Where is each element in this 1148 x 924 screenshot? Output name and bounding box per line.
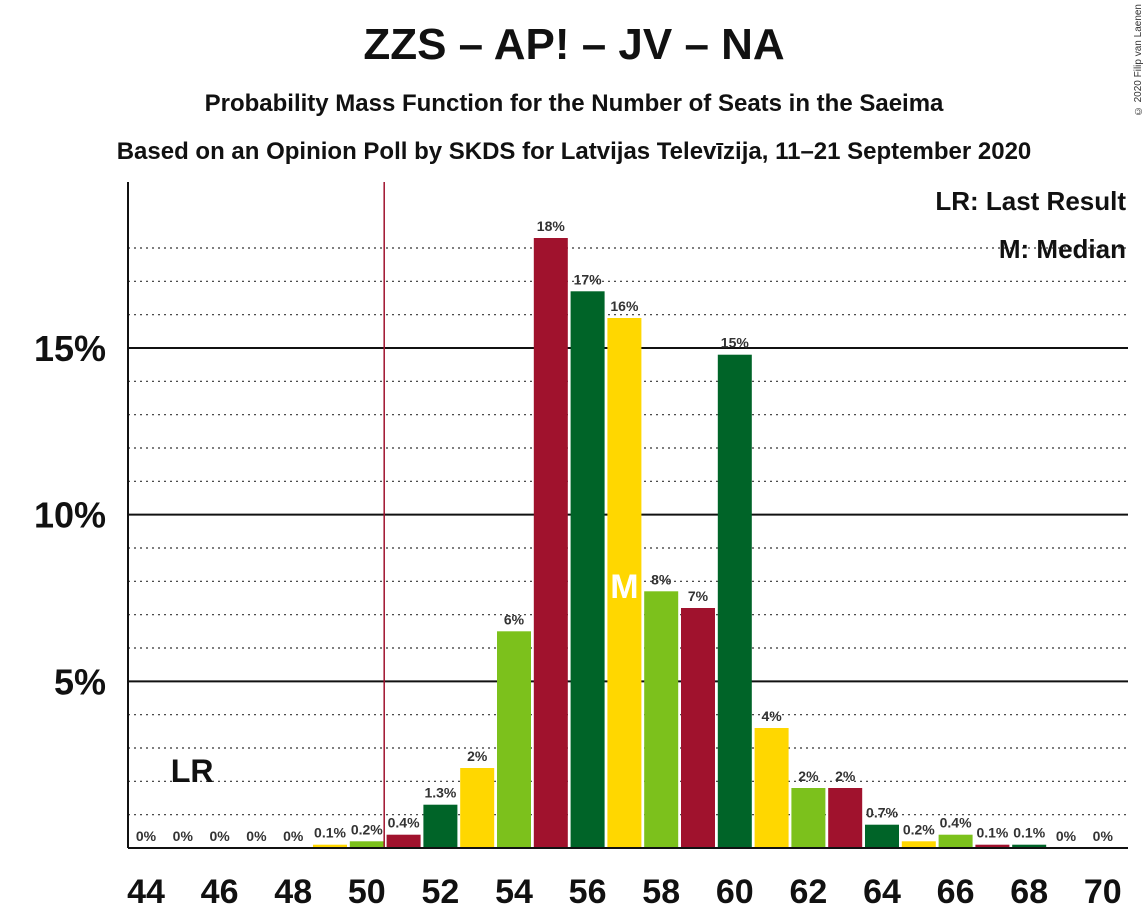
bar-seat-58 — [644, 591, 679, 848]
bar-seat-65 — [901, 841, 936, 848]
axes: LR M 5% 10% 15% 44 46 48 50 52 54 56 58 60 62 64 66 68 70 — [34, 182, 1128, 911]
bar-seat-62 — [791, 788, 826, 848]
bar-label-seat-48: 0% — [283, 828, 304, 844]
bar-seat-51 — [386, 834, 421, 848]
bar-label-seat-61: 4% — [761, 708, 782, 724]
bar-label-seat-58: 8% — [651, 571, 672, 587]
bar-seat-64 — [865, 824, 899, 848]
y-tick-label: 5% — [54, 661, 106, 702]
x-tick-label: 52 — [421, 873, 459, 911]
x-tick-label: 44 — [127, 873, 165, 911]
bar-label-seat-49: 0.1% — [314, 825, 346, 841]
bar-seat-49 — [313, 844, 347, 848]
bar-label-seat-46: 0% — [209, 828, 230, 844]
bar-seat-54 — [497, 631, 531, 848]
bar-seat-53 — [460, 768, 495, 848]
bar-label-seat-69: 0% — [1056, 828, 1077, 844]
bar-seat-59 — [681, 608, 715, 848]
bar-seat-61 — [754, 728, 789, 848]
median-marker: M — [610, 568, 638, 606]
bar-label-seat-50: 0.2% — [351, 821, 383, 837]
bar-label-seat-54: 6% — [504, 611, 525, 627]
bar-seat-55 — [533, 238, 568, 848]
bar-label-seat-59: 7% — [688, 588, 709, 604]
x-tick-label: 68 — [1010, 873, 1048, 911]
x-tick-label: 48 — [274, 873, 312, 911]
bar-seat-60 — [717, 354, 752, 848]
bar-label-seat-60: 15% — [721, 335, 750, 351]
bar-label-seat-66: 0.4% — [940, 815, 972, 831]
x-tick-label: 58 — [642, 873, 680, 911]
bar-label-seat-67: 0.1% — [976, 825, 1008, 841]
bar-labels: 0% 0% 0% 0% 0% 0.1% 0.2% 0.4%1.3%2%6%18%17%16%8… — [136, 218, 1114, 844]
x-tick-label: 62 — [789, 873, 827, 911]
bar-seat-63 — [828, 788, 863, 848]
x-tick-label: 64 — [863, 873, 901, 911]
bar-seat-56 — [570, 291, 605, 848]
bar-seat-57 — [607, 318, 642, 848]
x-tick-label: 56 — [569, 873, 607, 911]
bar-label-seat-45: 0% — [173, 828, 194, 844]
last-result-marker: LR — [171, 753, 214, 789]
bar-label-seat-68: 0.1% — [1013, 825, 1045, 841]
legend-median: M: Median — [999, 234, 1126, 264]
bar-label-seat-52: 1.3% — [424, 785, 456, 801]
x-tick-label: 66 — [937, 873, 975, 911]
bar-seat-66 — [938, 834, 973, 848]
x-tick-label: 50 — [348, 873, 386, 911]
bar-label-seat-64: 0.7% — [866, 805, 898, 821]
bar-label-seat-51: 0.4% — [388, 815, 420, 831]
chart-subtitle: Probability Mass Function for the Number… — [204, 90, 944, 117]
bar-label-seat-47: 0% — [246, 828, 267, 844]
x-tick-label: 70 — [1084, 873, 1122, 911]
chart-title: ZZS – AP! – JV – NA — [363, 20, 785, 69]
bar-seat-68 — [1012, 844, 1047, 848]
legend-last-result: LR: Last Result — [935, 186, 1126, 216]
bar-seat-50 — [349, 841, 384, 848]
bar-label-seat-57: 16% — [610, 298, 639, 314]
bar-label-seat-63: 2% — [835, 768, 856, 784]
x-tick-label: 54 — [495, 873, 533, 911]
x-tick-label: 46 — [201, 873, 239, 911]
x-tick-label: 60 — [716, 873, 754, 911]
bar-label-seat-65: 0.2% — [903, 821, 935, 837]
bar-seat-67 — [975, 844, 1010, 848]
bar-label-seat-44: 0% — [136, 828, 157, 844]
y-tick-label: 10% — [34, 495, 106, 536]
bar-seat-52 — [423, 804, 458, 848]
bars — [313, 238, 1047, 848]
chart-source: Based on an Opinion Poll by SKDS for Lat… — [116, 138, 1032, 165]
bar-label-seat-55: 18% — [537, 218, 566, 234]
bar-label-seat-70: 0% — [1093, 828, 1114, 844]
bar-label-seat-53: 2% — [467, 748, 488, 764]
y-tick-label: 15% — [34, 328, 106, 369]
bar-label-seat-56: 17% — [574, 271, 603, 287]
bar-label-seat-62: 2% — [798, 768, 819, 784]
